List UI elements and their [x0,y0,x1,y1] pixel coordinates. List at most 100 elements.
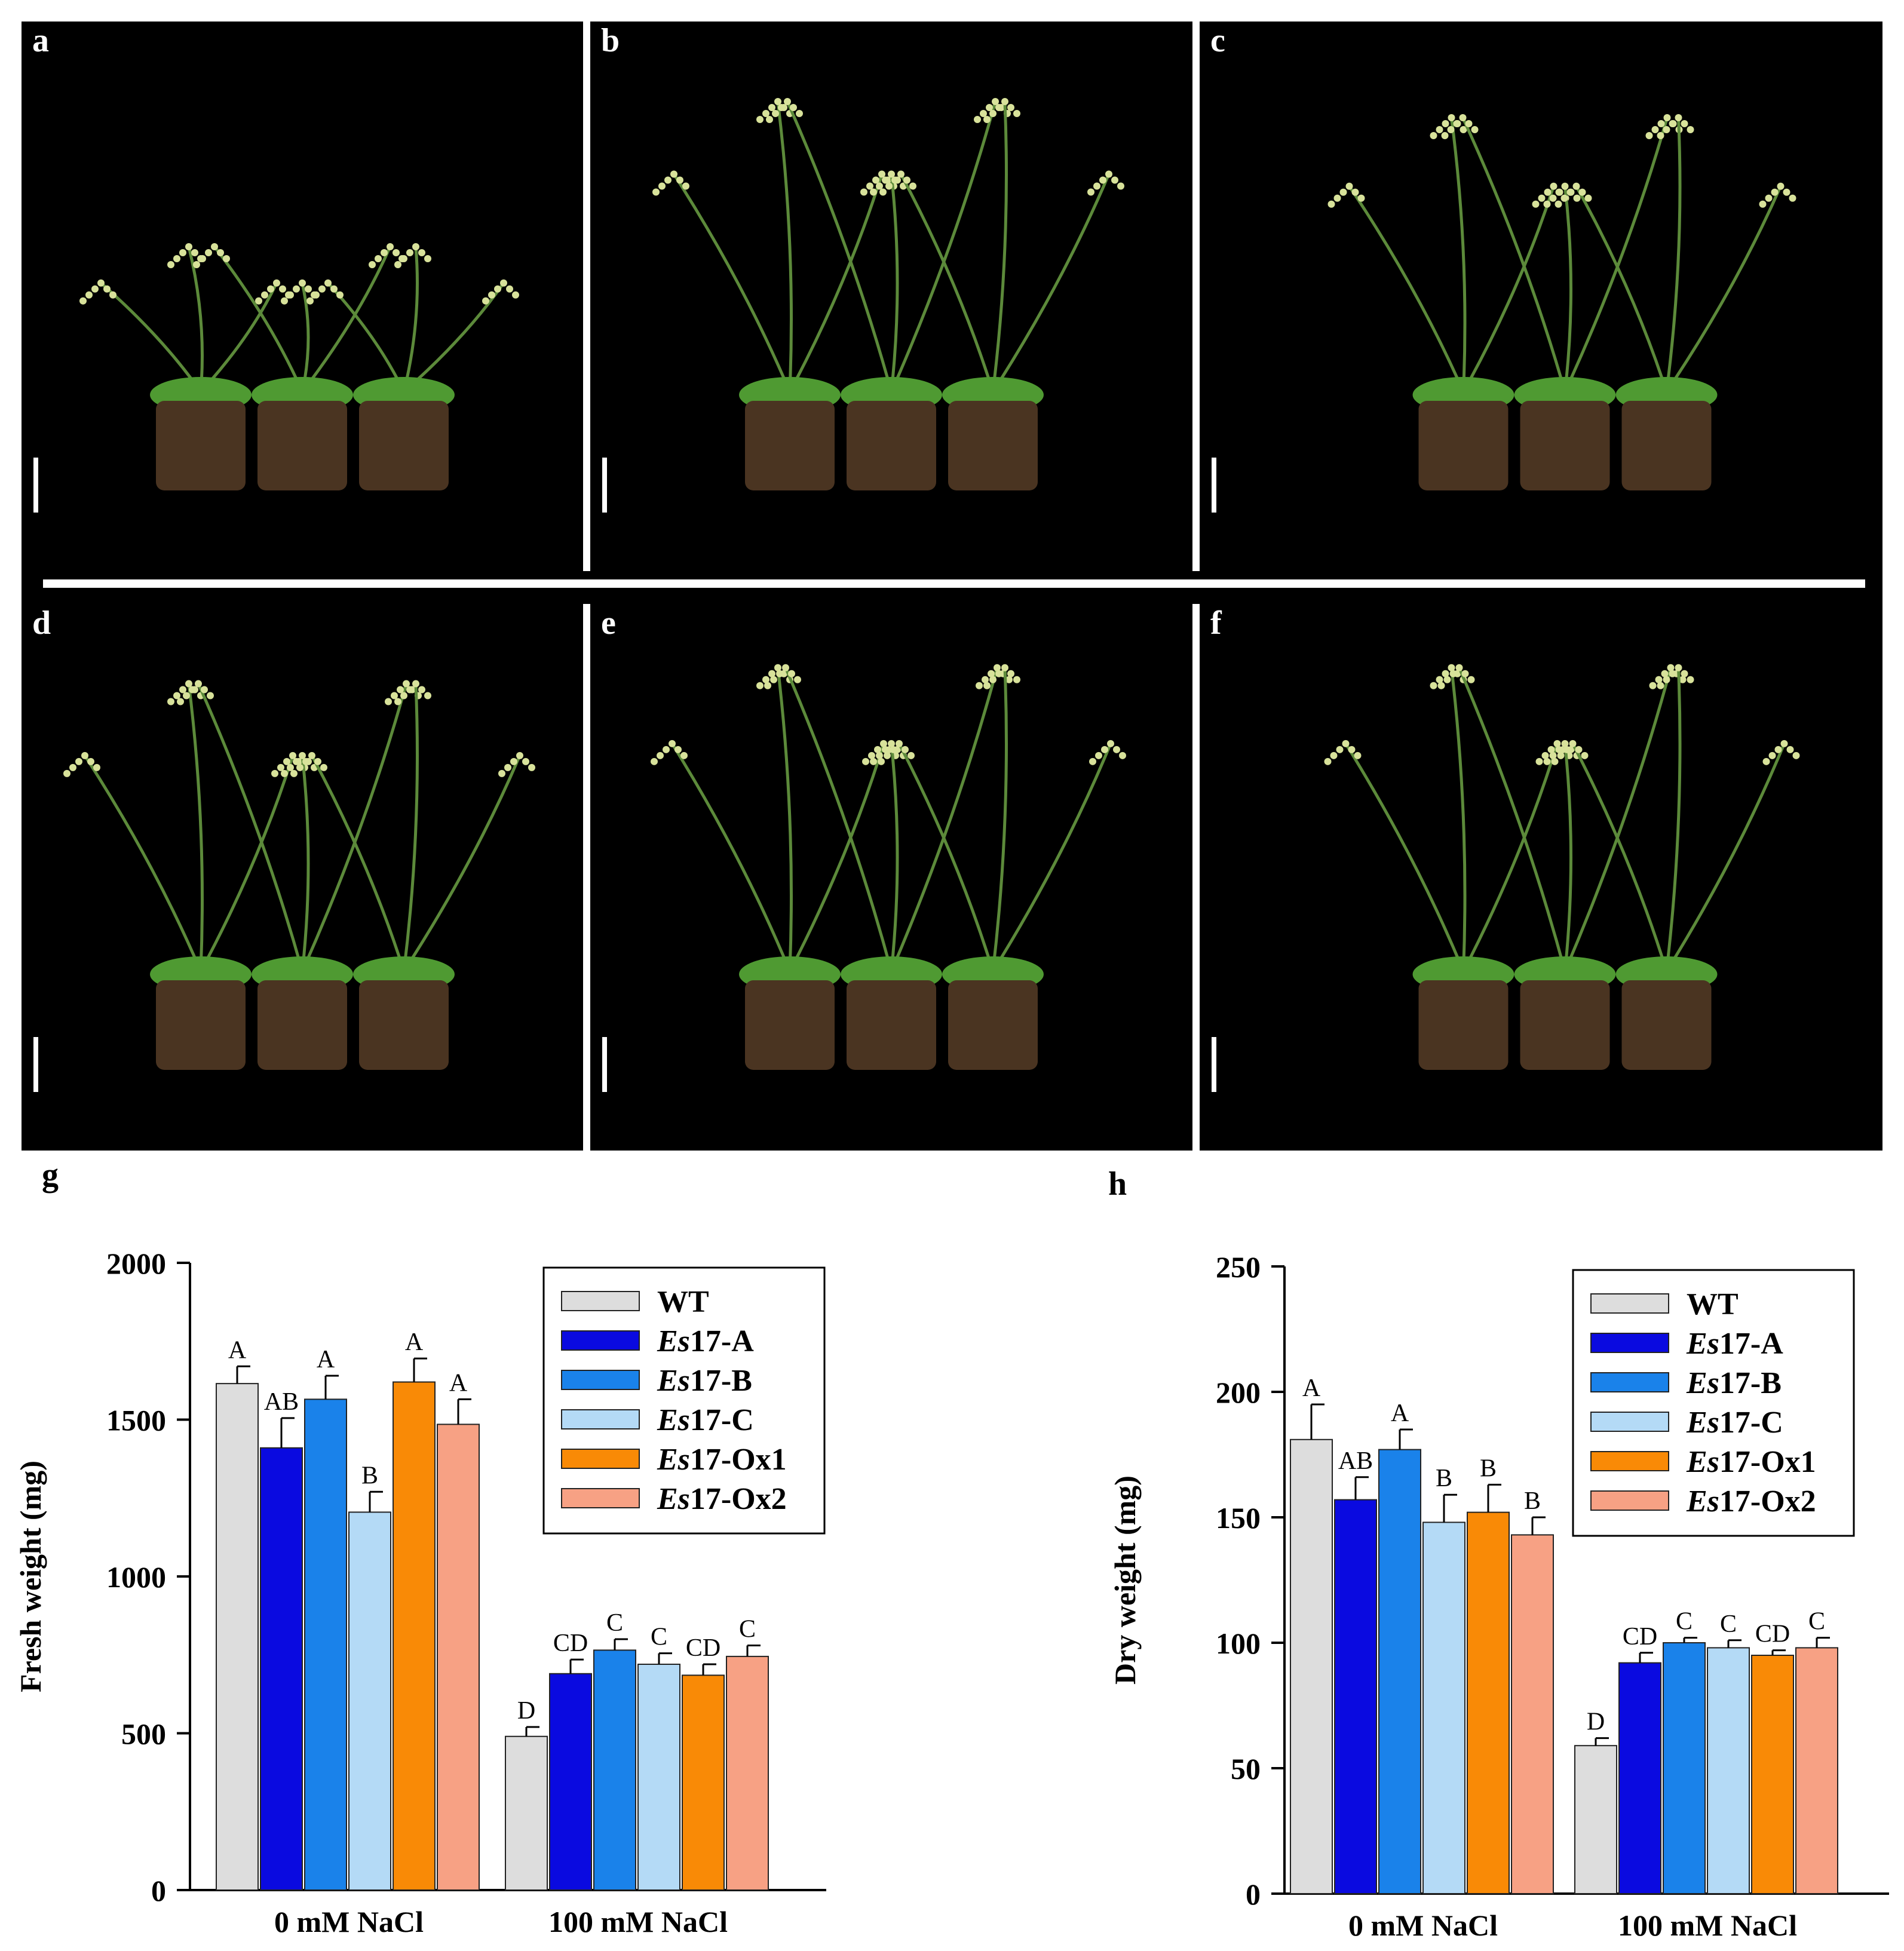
flower-bud [289,751,296,759]
scale-bar [602,458,607,513]
flower-bud [682,182,689,190]
significance-letter: CD [1755,1621,1790,1648]
flower-bud [1339,188,1347,196]
flower-bud [988,670,995,677]
photo-panel-c: c [1200,22,1882,571]
bar [593,1649,636,1891]
bar [726,1655,769,1891]
flower-bud [652,188,660,196]
flower-bud [400,255,407,262]
flower-bud [1655,676,1663,683]
plant-stem [187,246,204,392]
soil-pot [745,401,835,490]
flower-bud [199,255,206,262]
flower-bud [403,680,410,688]
scale-bar [1212,1037,1216,1092]
bar [1618,1662,1661,1894]
flower-bud [1460,126,1467,133]
flower-bud [903,176,910,184]
flower-bud [185,243,192,250]
flower-bud [1687,126,1694,133]
flower-bud [1681,670,1688,677]
flower-bud [302,757,309,765]
flower-bud [782,664,789,671]
legend-swatch [561,1409,640,1429]
flower-bud [994,664,1001,671]
flower-bud [412,243,419,250]
flower-bud [907,751,915,759]
flower-bud [387,243,394,250]
flower-bud [173,255,180,262]
legend-swatch [561,1449,640,1469]
flower-bud [195,680,202,688]
flower-bud [1578,188,1586,196]
flower-bud [986,104,993,111]
flower-bud [774,98,781,105]
flower-bud [1461,670,1469,677]
flower-bud [766,116,773,123]
plant-stem [991,667,1008,972]
flower-bud [884,751,891,759]
flower-bud [885,182,893,190]
bar [1467,1511,1510,1895]
legend-label: Es17-Ox1 [1686,1445,1816,1479]
legend-swatch [1590,1490,1669,1511]
flower-bud [1549,751,1557,759]
flower-bud [1013,110,1020,117]
flower-bud [1535,757,1543,765]
flower-bud [69,763,76,771]
soil-pot [847,401,936,490]
flower-bud [97,279,105,287]
legend-label: Es17-C [657,1403,754,1437]
flower-bud [762,110,769,117]
plant-stem [213,246,304,393]
category-label: 0 mM NaCl [1348,1909,1498,1942]
flower-bud [674,746,682,753]
bar [437,1424,480,1891]
bar [1795,1647,1838,1895]
significance-letter: D [517,1697,535,1725]
bar [1574,1745,1617,1895]
plant-stem [1665,667,1682,972]
flower-bud [1459,114,1467,121]
significance-letter: A [317,1346,335,1373]
legend-swatch [561,1488,640,1508]
significance-letter: C [1676,1608,1693,1636]
plant-stem [1344,743,1465,972]
bar [216,1383,259,1891]
vertical-separator-top-left [583,22,590,571]
significance-letter: B [1436,1465,1452,1492]
flower-bud [1569,740,1577,747]
flower-bud [1089,757,1096,765]
plant-stem [1665,743,1786,973]
bar [1290,1438,1333,1894]
flower-bud [876,751,883,759]
flower-bud [995,104,1002,111]
flower-bud [1001,664,1008,671]
category-label: 0 mM NaCl [274,1905,424,1938]
flower-bud [1780,740,1788,747]
legend-label: Es17-A [1686,1327,1783,1361]
plant-illustration [79,243,519,490]
flower-bud [281,769,288,777]
flower-bud [424,255,431,262]
plant-stem [1462,185,1555,393]
flower-bud [1101,746,1108,753]
flower-bud [756,116,764,123]
flower-bud [1663,676,1670,683]
flower-bud [982,676,989,683]
plant-stem [199,755,295,973]
plant-stem [301,755,310,972]
panel-letter-c: c [1210,22,1225,59]
flower-bud [891,176,899,184]
bar [1334,1499,1377,1895]
flower-bud [191,249,198,256]
flower-bud [1005,676,1013,683]
flower-bud [888,170,895,178]
flower-bud [1430,682,1437,689]
flower-bud [1768,751,1776,759]
significance-letter: C [606,1609,623,1637]
panel-letter-a: a [32,22,49,59]
flower-bud [983,682,991,689]
flower-bud [989,110,997,117]
